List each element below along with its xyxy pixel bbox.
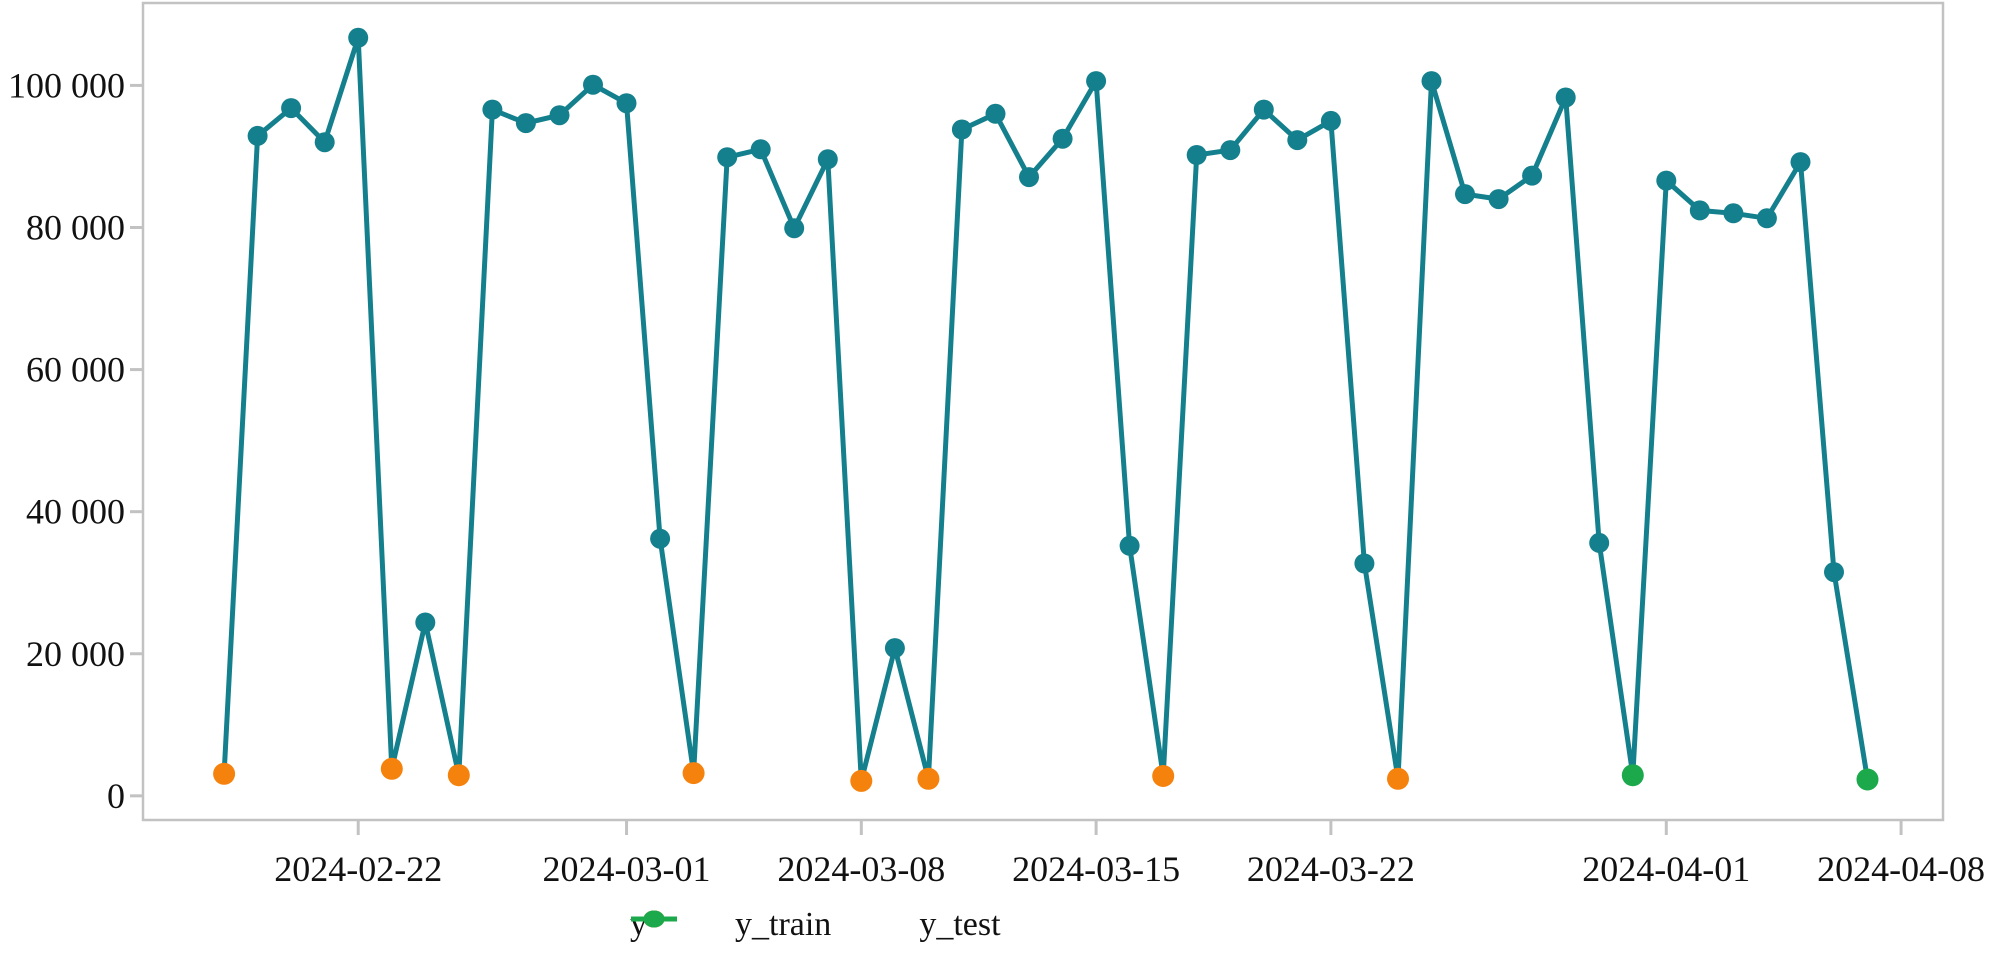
data-point-y_train <box>682 762 705 785</box>
data-point-y <box>583 74 603 95</box>
x-axis-tick-label: 2024-04-01 <box>1582 849 1750 889</box>
y-axis-tick-label: 100 000 <box>8 65 125 105</box>
legend-item-y-train: y_train <box>631 906 832 943</box>
data-point-y <box>415 612 436 633</box>
data-point-y <box>985 103 1006 124</box>
y-axis-tick-label: 20 000 <box>26 634 125 674</box>
data-point-y <box>1186 145 1207 165</box>
data-point-y_train <box>917 767 940 790</box>
data-point-y <box>1119 535 1140 556</box>
y-axis-tick-label: 80 000 <box>26 207 125 247</box>
data-point-y <box>1723 203 1744 224</box>
data-point-y <box>884 638 905 659</box>
data-point-y <box>1354 553 1375 574</box>
data-point-y_train <box>1387 767 1409 790</box>
y-axis-tick-label: 40 000 <box>26 492 125 532</box>
data-point-y <box>1824 562 1844 583</box>
x-axis-tick-label: 2024-04-08 <box>1817 849 1985 889</box>
data-point-y_train <box>380 757 403 780</box>
data-point-y <box>1790 152 1811 173</box>
x-axis-tick-label: 2024-02-22 <box>274 849 442 889</box>
data-point-y <box>482 99 503 120</box>
legend-item-y-test: y_test <box>631 906 1001 943</box>
data-point-y <box>1287 130 1308 151</box>
data-point-y_test <box>1621 764 1644 787</box>
data-point-y <box>951 119 972 140</box>
y-axis-tick-label: 60 000 <box>26 350 125 390</box>
data-point-y <box>1756 208 1777 229</box>
data-point-y <box>1656 170 1677 191</box>
data-point-y <box>616 93 637 114</box>
data-point-y <box>348 27 369 48</box>
data-point-y <box>784 218 805 239</box>
x-axis-tick-label: 2024-03-15 <box>1012 849 1180 889</box>
x-axis-tick-label: 2024-03-22 <box>1247 849 1415 889</box>
data-point-y <box>549 105 570 126</box>
data-point-y <box>1455 184 1475 205</box>
data-point-y <box>515 113 536 134</box>
legend-label-y: y <box>630 906 647 943</box>
data-point-y_train <box>1152 765 1175 787</box>
data-point-y_test <box>1856 768 1879 791</box>
x-axis-tick-label: 2024-03-01 <box>543 849 711 889</box>
x-axis-tick-label: 2024-03-08 <box>777 849 945 889</box>
plot-border <box>141 1 1945 822</box>
data-point-y <box>1220 140 1241 161</box>
data-point-y_train <box>850 769 873 792</box>
data-point-y <box>1253 99 1274 120</box>
data-point-y <box>1320 110 1341 131</box>
data-point-y <box>1589 532 1610 553</box>
series-line-y <box>221 37 1870 782</box>
data-point-y_train <box>447 764 470 787</box>
data-point-y <box>1689 200 1710 221</box>
data-point-y <box>1522 165 1543 186</box>
data-point-y <box>281 98 302 119</box>
legend-label-y-test: y_test <box>919 906 1001 943</box>
data-point-y <box>314 132 335 153</box>
data-point-y <box>1019 167 1039 188</box>
data-point-y <box>650 528 671 549</box>
y-axis-tick-label: 0 <box>107 776 125 816</box>
data-point-y <box>717 147 738 168</box>
data-point-y <box>247 125 268 146</box>
data-point-y <box>1555 87 1576 108</box>
legend-label-y-train: y_train <box>735 906 832 943</box>
legend-swatch-y-test-icon <box>631 910 677 928</box>
data-point-y <box>1086 71 1107 92</box>
chart-legend: y y_train y_test <box>630 908 1001 942</box>
data-point-y <box>1488 189 1509 210</box>
data-point-y <box>817 149 838 170</box>
data-point-y <box>750 139 771 160</box>
data-point-y <box>1421 71 1442 92</box>
data-point-y <box>1052 128 1073 149</box>
data-point-y_train <box>213 762 236 785</box>
